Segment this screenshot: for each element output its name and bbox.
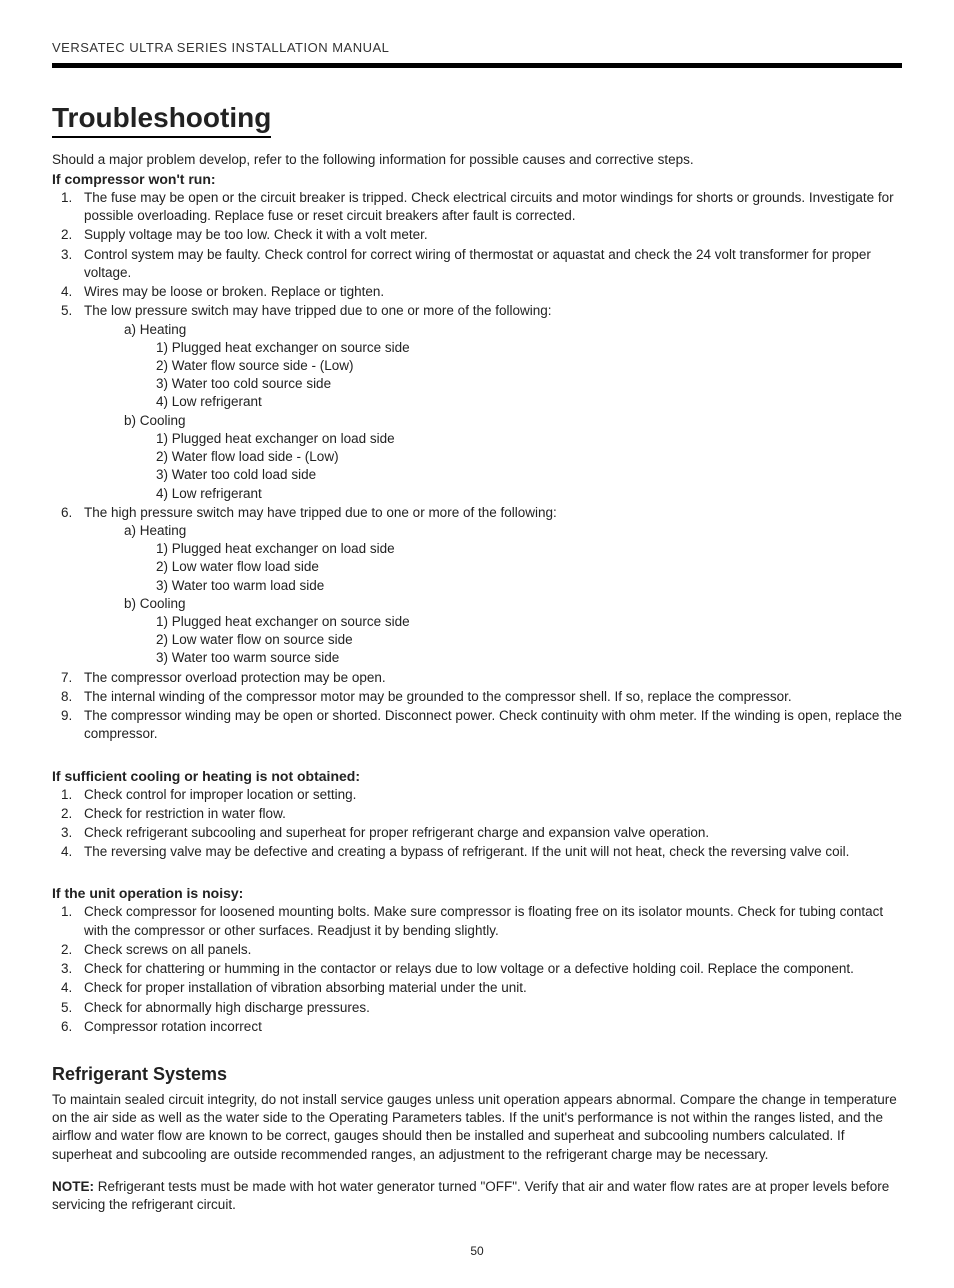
- sect2-list: Check control for improper location or s…: [52, 786, 902, 862]
- list-item: Wires may be loose or broken. Replace or…: [76, 283, 902, 301]
- sublist-item: 3) Water too cold load side: [156, 466, 902, 484]
- list-item: The high pressure switch may have trippe…: [76, 504, 902, 668]
- sublist-heading: a) Heating: [124, 522, 902, 540]
- note-label: NOTE:: [52, 1179, 94, 1194]
- sect3-heading: If the unit operation is noisy:: [52, 885, 902, 901]
- sublist-heading: b) Cooling: [124, 595, 902, 613]
- list-item: Check for proper installation of vibrati…: [76, 979, 902, 997]
- sublist-item: 1) Plugged heat exchanger on load side: [156, 430, 902, 448]
- list-item: Supply voltage may be too low. Check it …: [76, 226, 902, 244]
- list-item: The fuse may be open or the circuit brea…: [76, 189, 902, 225]
- refrigerant-heading: Refrigerant Systems: [52, 1064, 902, 1085]
- list-item: The compressor overload protection may b…: [76, 669, 902, 687]
- sublist-item: 4) Low refrigerant: [156, 393, 902, 411]
- sect1-list: The fuse may be open or the circuit brea…: [52, 189, 902, 744]
- sect1-heading: If compressor won't run:: [52, 171, 902, 187]
- sublist-item: 1) Plugged heat exchanger on source side: [156, 339, 902, 357]
- sublist-item: 4) Low refrigerant: [156, 485, 902, 503]
- sect3-list: Check compressor for loosened mounting b…: [52, 903, 902, 1036]
- document-page: VERSATEC ULTRA SERIES INSTALLATION MANUA…: [0, 0, 954, 1288]
- refrigerant-para1: To maintain sealed circuit integrity, do…: [52, 1091, 902, 1164]
- list-item: Check for chattering or humming in the c…: [76, 960, 902, 978]
- list-item: The compressor winding may be open or sh…: [76, 707, 902, 743]
- list-item: The internal winding of the compressor m…: [76, 688, 902, 706]
- refrigerant-note: NOTE: Refrigerant tests must be made wit…: [52, 1178, 902, 1214]
- page-title: Troubleshooting: [52, 102, 271, 138]
- list-item: Check for restriction in water flow.: [76, 805, 902, 823]
- header-rule: [52, 63, 902, 68]
- list-item: Check screws on all panels.: [76, 941, 902, 959]
- list-item: Check refrigerant subcooling and superhe…: [76, 824, 902, 842]
- list-item: Compressor rotation incorrect: [76, 1018, 902, 1036]
- sublist-item: 3) Water too warm load side: [156, 577, 902, 595]
- sect2-heading: If sufficient cooling or heating is not …: [52, 768, 902, 784]
- sublist-item: 2) Water flow load side - (Low): [156, 448, 902, 466]
- sublist-item: 2) Low water flow on source side: [156, 631, 902, 649]
- list-item-text: The high pressure switch may have trippe…: [84, 505, 557, 520]
- sublist-item: 3) Water too cold source side: [156, 375, 902, 393]
- manual-header: VERSATEC ULTRA SERIES INSTALLATION MANUA…: [52, 40, 902, 55]
- list-item: Control system may be faulty. Check cont…: [76, 246, 902, 282]
- page-number: 50: [52, 1244, 902, 1258]
- sublist-heading: b) Cooling: [124, 412, 902, 430]
- list-item: The reversing valve may be defective and…: [76, 843, 902, 861]
- intro-text: Should a major problem develop, refer to…: [52, 152, 902, 167]
- list-item: The low pressure switch may have tripped…: [76, 302, 902, 502]
- sublist-heading: a) Heating: [124, 321, 902, 339]
- list-item-text: The low pressure switch may have tripped…: [84, 303, 552, 318]
- sublist-item: 1) Plugged heat exchanger on load side: [156, 540, 902, 558]
- note-body: Refrigerant tests must be made with hot …: [52, 1179, 889, 1212]
- sublist-item: 1) Plugged heat exchanger on source side: [156, 613, 902, 631]
- sublist-item: 2) Low water flow load side: [156, 558, 902, 576]
- sublist-item: 2) Water flow source side - (Low): [156, 357, 902, 375]
- sublist-item: 3) Water too warm source side: [156, 649, 902, 667]
- list-item: Check control for improper location or s…: [76, 786, 902, 804]
- list-item: Check compressor for loosened mounting b…: [76, 903, 902, 939]
- list-item: Check for abnormally high discharge pres…: [76, 999, 902, 1017]
